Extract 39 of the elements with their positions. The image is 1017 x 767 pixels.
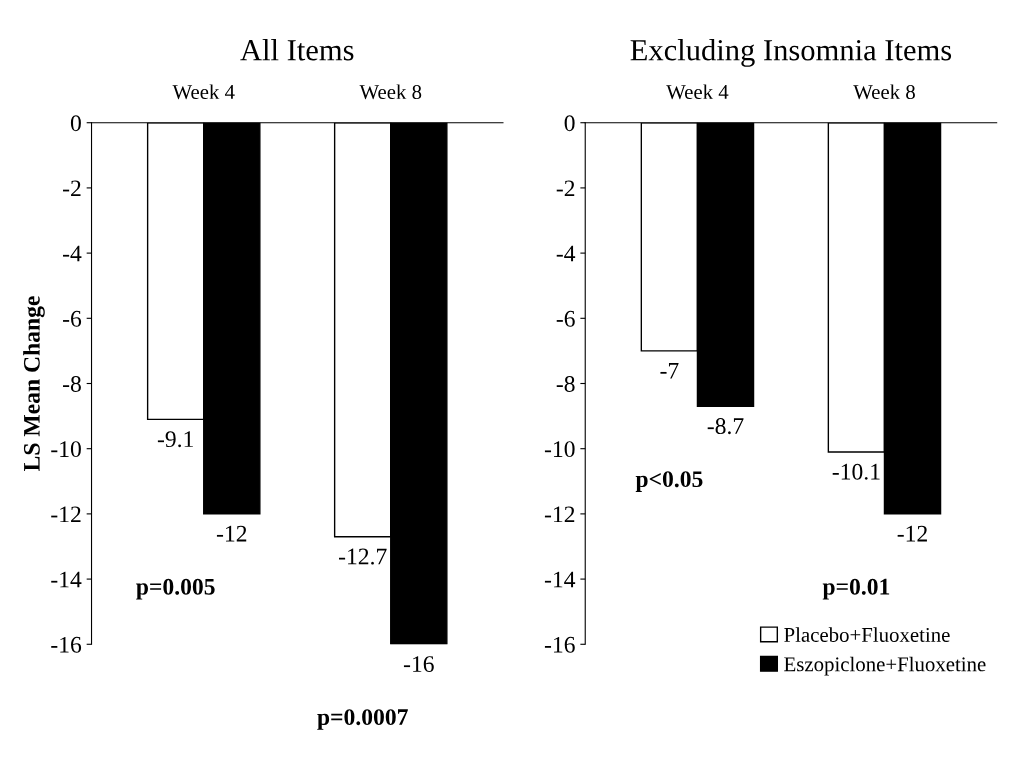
y-tick-label: -10 [544,441,575,458]
annotation: p=0.005 [136,578,215,600]
y-tick-label: 0 [70,115,81,132]
legend-label: Placebo+Fluoxetine [784,627,950,642]
y-tick-label: -6 [63,310,82,327]
text: p=0.0007 [317,709,408,730]
y-tick-label: -4 [556,245,576,262]
y-tick-label: -8 [556,375,575,392]
y-tick-label: -14 [51,571,82,588]
y-tick-label: -10 [51,441,81,458]
y-tick-label: -6 [556,310,575,327]
y-tick-label: -16 [51,636,82,653]
y-tick-label: -16 [544,636,575,653]
x-tick-label: Week 8 [853,84,915,100]
legend-label: Eszopiclone+Fluoxetine [784,656,986,676]
y-tick-label: -12 [544,506,575,523]
data-label: -16 [403,656,434,673]
y-tick-label: -4 [63,245,82,262]
y-axis-title: LS Mean Change [23,296,45,471]
data-label: -12 [897,525,927,542]
y-tick-label: -14 [544,571,576,588]
y-tick-label: 0 [564,115,575,132]
annotation: p<0.05 [635,471,703,492]
x-tick-label: Week 4 [172,84,235,100]
data-label: -9.1 [157,431,193,448]
x-tick-label: Week 4 [666,84,729,100]
y-tick-label: -8 [63,375,81,392]
data-label: -8.7 [707,418,744,435]
chart-title: All Items [240,39,354,61]
y-tick-label: -2 [556,180,575,197]
chart-title: Excluding Insomnia Items [630,39,952,67]
data-label: -12.7 [338,548,387,565]
data-label: -12 [216,525,247,542]
annotation: p=0.01 [822,578,890,600]
y-tick-label: -12 [51,506,81,523]
data-label: -7 [660,362,679,379]
data-label: -10.1 [832,463,880,480]
y-tick-label: -2 [63,180,81,197]
x-tick-label: Week 8 [359,84,422,100]
